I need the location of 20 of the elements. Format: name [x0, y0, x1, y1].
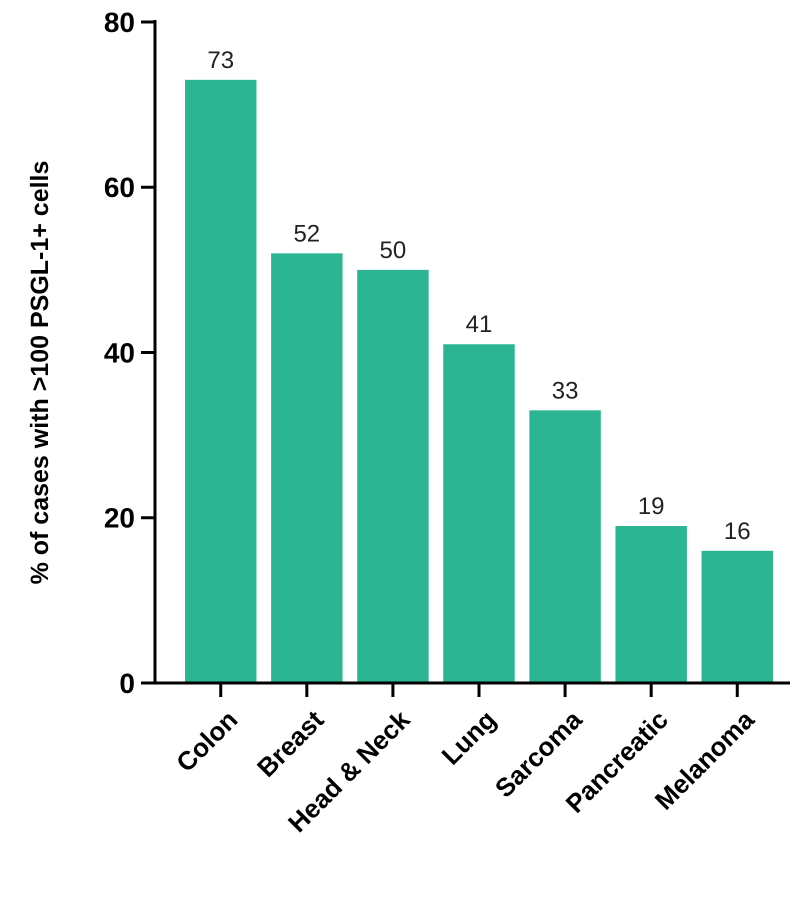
y-tick-label: 80 — [104, 6, 135, 38]
bar — [185, 80, 256, 683]
data-label: 33 — [552, 377, 578, 404]
y-tick-label: 60 — [104, 172, 135, 204]
bar — [615, 526, 687, 683]
data-label: 73 — [207, 46, 234, 74]
data-label: 16 — [724, 518, 751, 545]
bar — [702, 550, 773, 683]
data-label: 50 — [380, 236, 406, 264]
data-label: 41 — [466, 311, 492, 338]
y-tick-label: 40 — [104, 337, 135, 368]
bar — [357, 270, 429, 683]
bar — [271, 253, 343, 683]
y-tick-label: 20 — [104, 502, 135, 534]
data-label: 52 — [293, 220, 320, 248]
bar — [529, 410, 601, 683]
y-axis-title: % of cases with >100 PSGL-1+ cells — [26, 160, 54, 584]
y-tick-label: 0 — [119, 668, 135, 699]
bar — [443, 344, 515, 683]
data-label: 19 — [638, 493, 665, 520]
